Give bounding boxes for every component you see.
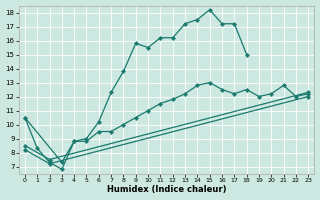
X-axis label: Humidex (Indice chaleur): Humidex (Indice chaleur) [107, 185, 226, 194]
